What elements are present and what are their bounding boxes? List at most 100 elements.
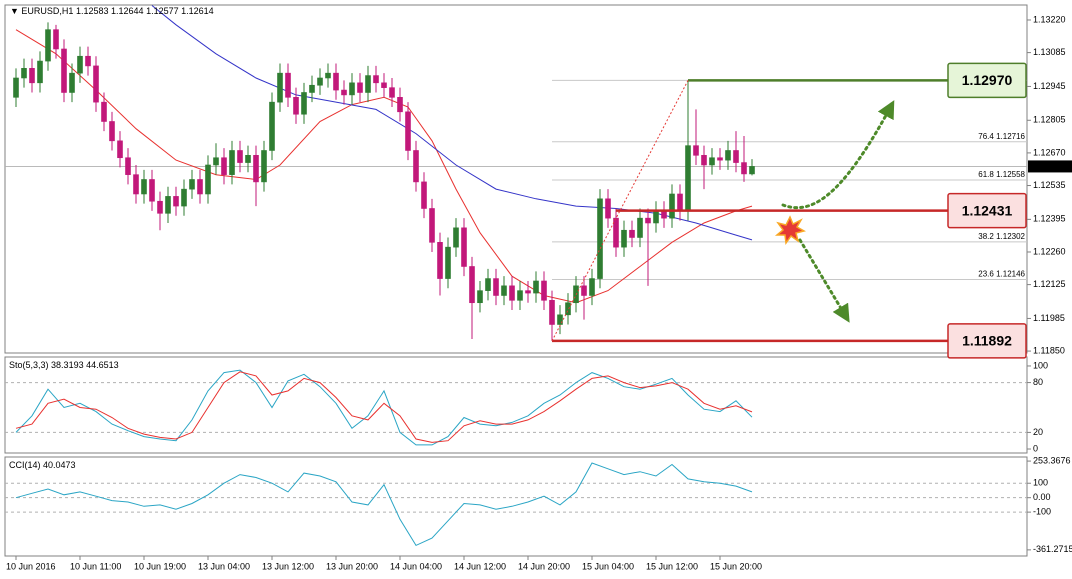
- y-tick-label: 100: [1033, 360, 1048, 370]
- y-tick-label: 1.11850: [1033, 345, 1065, 355]
- candle-body: [397, 97, 403, 113]
- candle-body: [421, 181, 427, 209]
- candle-body: [413, 150, 419, 183]
- fib-label: 76.4 1.12716: [978, 132, 1025, 141]
- candle-body: [685, 145, 691, 212]
- x-tick-label: 15 Jun 20:00: [710, 561, 762, 571]
- candle-body: [197, 179, 203, 195]
- y-tick-label: 100: [1033, 478, 1048, 488]
- candle-body: [237, 150, 243, 163]
- indicator-line: [15, 371, 753, 443]
- candle-body: [37, 60, 43, 84]
- symbol: EURUSD,H1: [21, 6, 73, 16]
- candle-body: [717, 157, 723, 161]
- header-triangle: ▼: [10, 6, 21, 16]
- indicator-line: [15, 462, 753, 547]
- candle-body: [341, 89, 347, 96]
- stochastic-panel-frame: [4, 356, 1028, 454]
- current-price-box: [1028, 160, 1072, 173]
- indicator-line: [15, 369, 753, 446]
- candle-body: [221, 157, 227, 175]
- moving-average: [15, 29, 753, 304]
- candle-body: [517, 290, 523, 301]
- candle-body: [125, 157, 131, 175]
- candle-body: [469, 266, 475, 304]
- candle-body: [557, 314, 563, 325]
- x-tick-label: 15 Jun 04:00: [582, 561, 634, 571]
- y-tick-label: 20: [1033, 427, 1043, 437]
- y-tick-label: 253.3676: [1033, 455, 1071, 465]
- candle-body: [749, 166, 755, 175]
- level-label: 1.12431: [962, 202, 1013, 218]
- candle-body: [157, 200, 163, 214]
- candle-body: [181, 188, 187, 207]
- indicator-value: 38.3193: [51, 360, 84, 370]
- level-box: [947, 192, 1027, 229]
- candle-body: [373, 75, 379, 84]
- candle-body: [173, 196, 179, 207]
- close-price: 1.12614: [181, 6, 214, 16]
- candle-body: [333, 72, 339, 91]
- y-tick-label: 1.13085: [1033, 47, 1066, 57]
- x-tick-label: 10 Jun 2016: [6, 561, 56, 571]
- candle-body: [381, 82, 387, 88]
- candle-body: [13, 77, 19, 98]
- candle-body: [581, 285, 587, 296]
- candle-body: [541, 280, 547, 301]
- y-tick-label: -361.2715: [1033, 544, 1072, 554]
- candle-body: [301, 92, 307, 115]
- candle-body: [741, 162, 747, 175]
- candle-body: [669, 193, 675, 219]
- fib-label: 61.8 1.12558: [978, 170, 1025, 179]
- candle-body: [725, 150, 731, 161]
- candle-body: [661, 210, 667, 219]
- level-box: [947, 62, 1027, 99]
- price-plot: 76.4 1.12716 61.8 1.12558 38.2 1.12302 23.6…: [5, 5, 1027, 341]
- candle-body: [317, 77, 323, 86]
- y-tick-label: 1.12945: [1033, 81, 1066, 91]
- indicator-title: Sto(5,3,3): [9, 360, 49, 370]
- candle-body: [549, 300, 555, 325]
- arrow-down: [798, 238, 850, 323]
- y-tick-label: 1.13220: [1033, 14, 1066, 24]
- fib-label: 23.6 1.12146: [978, 270, 1025, 279]
- fib-anchor-line: [551, 80, 689, 342]
- y-tick-label: 1.12260: [1033, 246, 1066, 256]
- candle-body: [245, 155, 251, 163]
- candle-body: [133, 174, 139, 195]
- candle-body: [589, 278, 595, 296]
- y-tick-label: 1.12535: [1033, 180, 1066, 190]
- candle-body: [453, 227, 459, 248]
- indicator-title: CCI(14): [9, 460, 41, 470]
- x-tick-label: 15 Jun 12:00: [646, 561, 698, 571]
- candle-body: [493, 278, 499, 296]
- candle-body: [437, 242, 443, 279]
- y-tick-label: 0: [1033, 443, 1038, 453]
- x-tick-label: 10 Jun 19:00: [134, 561, 186, 571]
- candle-body: [53, 29, 59, 50]
- candle-body: [141, 179, 147, 195]
- candle-body: [597, 198, 603, 279]
- candle-body: [445, 246, 451, 279]
- x-tick-label: 14 Jun 04:00: [390, 561, 442, 571]
- scenario-arrows: [774, 100, 895, 323]
- x-tick-label: 13 Jun 20:00: [326, 561, 378, 571]
- indicator-value: 40.0473: [43, 460, 76, 470]
- level-box: [947, 323, 1027, 359]
- candle-body: [309, 84, 315, 93]
- candle-body: [621, 229, 627, 248]
- candle-body: [109, 121, 115, 142]
- candle-body: [677, 193, 683, 212]
- candle-body: [189, 179, 195, 190]
- low-price: 1.12577: [146, 6, 179, 16]
- candle-body: [501, 285, 507, 296]
- candle-body: [261, 150, 267, 183]
- candle-body: [293, 97, 299, 115]
- candle-body: [533, 280, 539, 294]
- candle-body: [357, 82, 363, 93]
- x-tick-label: 13 Jun 12:00: [262, 561, 314, 571]
- open-price: 1.12583: [76, 6, 109, 16]
- candle-body: [85, 55, 91, 67]
